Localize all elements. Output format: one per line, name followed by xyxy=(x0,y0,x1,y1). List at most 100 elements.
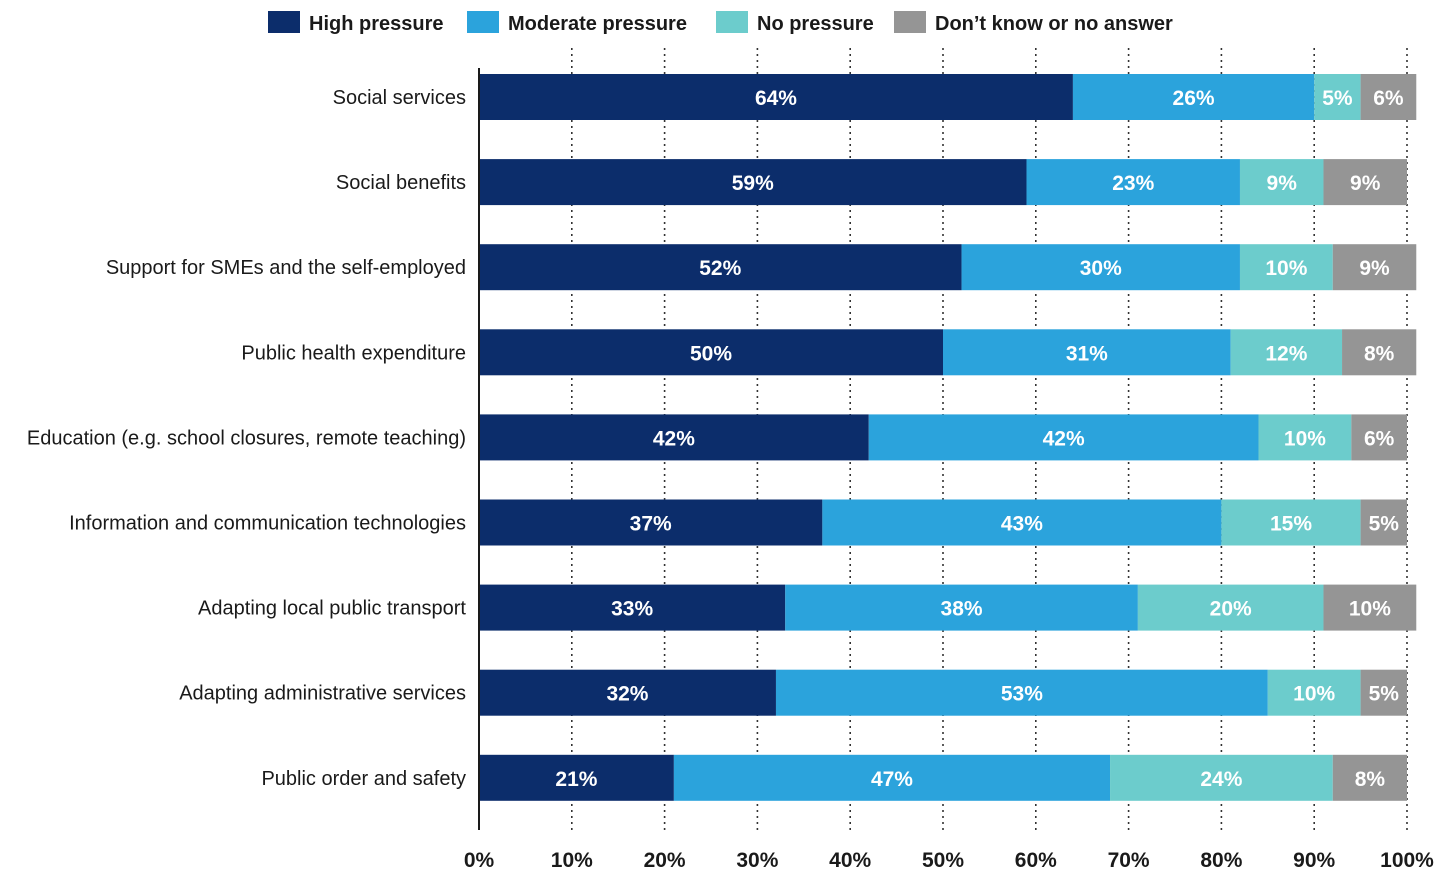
category-label-8: Adapting administrative services xyxy=(179,683,466,705)
category-label-1: Social services xyxy=(333,87,466,109)
data-label-moderate-pressure-6: 43% xyxy=(1001,513,1043,536)
category-label-9: Public order and safety xyxy=(261,768,466,790)
x-tick-90: 90% xyxy=(1293,849,1335,870)
data-label-moderate-pressure-5: 42% xyxy=(1043,427,1085,450)
bar-moderate-pressure-6 xyxy=(822,499,1222,546)
x-tick-40: 40% xyxy=(829,849,871,870)
data-label-moderate-pressure-8: 53% xyxy=(1001,683,1043,706)
x-tick-30: 30% xyxy=(736,849,778,870)
bar-high-pressure-2 xyxy=(479,159,1027,206)
data-label-moderate-pressure-2: 23% xyxy=(1112,172,1154,195)
category-label-6: Information and communication technologi… xyxy=(69,513,466,535)
bar-don-t-know-or-no-answer-8 xyxy=(1360,669,1407,716)
bar-no-pressure-2 xyxy=(1239,159,1324,206)
data-label-high-pressure-1: 64% xyxy=(755,87,797,110)
bar-don-t-know-or-no-answer-7 xyxy=(1323,584,1417,631)
category-label-5: Education (e.g. school closures, remote … xyxy=(27,427,466,449)
bar-don-t-know-or-no-answer-5 xyxy=(1351,414,1407,461)
data-label-don-t-know-or-no-answer-5: 6% xyxy=(1364,427,1395,450)
data-label-don-t-know-or-no-answer-1: 6% xyxy=(1373,87,1404,110)
category-label-7: Adapting local public transport xyxy=(198,598,466,620)
bar-no-pressure-7 xyxy=(1137,584,1324,631)
legend-swatch-high-pressure xyxy=(268,11,300,33)
data-label-don-t-know-or-no-answer-2: 9% xyxy=(1350,172,1381,195)
legend-swatch-moderate-pressure xyxy=(467,11,499,33)
data-label-don-t-know-or-no-answer-7: 10% xyxy=(1349,598,1391,621)
category-labels: Social services Social benefits Support fo… xyxy=(27,87,467,790)
legend-label-no-pressure: No pressure xyxy=(757,13,874,35)
x-tick-100: 100% xyxy=(1380,849,1434,870)
bar-high-pressure-6 xyxy=(479,499,823,546)
bar-moderate-pressure-5 xyxy=(868,414,1259,461)
legend-label-don-t-know-or-no-answer: Don’t know or no answer xyxy=(935,13,1173,35)
data-label-moderate-pressure-1: 26% xyxy=(1173,87,1215,110)
x-axis-tick-labels: 0% 10% 20% 30% 40% 50% 60% 70% 80% 90% 100% xyxy=(464,849,1434,870)
x-tick-70: 70% xyxy=(1108,849,1150,870)
data-label-don-t-know-or-no-answer-8: 5% xyxy=(1369,683,1400,706)
data-label-high-pressure-2: 59% xyxy=(732,172,774,195)
x-tick-0: 0% xyxy=(464,849,495,870)
data-label-don-t-know-or-no-answer-9: 8% xyxy=(1355,768,1386,791)
data-label-high-pressure-9: 21% xyxy=(555,768,597,791)
data-label-no-pressure-3: 10% xyxy=(1265,257,1307,280)
bar-don-t-know-or-no-answer-6 xyxy=(1360,499,1407,546)
data-label-don-t-know-or-no-answer-3: 9% xyxy=(1359,257,1390,280)
bar-moderate-pressure-4 xyxy=(943,329,1231,376)
bar-high-pressure-8 xyxy=(479,669,776,716)
data-label-moderate-pressure-9: 47% xyxy=(871,768,913,791)
bar-no-pressure-5 xyxy=(1258,414,1352,461)
legend-label-moderate-pressure: Moderate pressure xyxy=(508,13,687,35)
legend: High pressure Moderate pressure No pressur… xyxy=(268,11,1173,35)
data-label-high-pressure-3: 52% xyxy=(699,257,741,280)
bar-high-pressure-4 xyxy=(479,329,943,376)
data-label-no-pressure-5: 10% xyxy=(1284,427,1326,450)
bar-don-t-know-or-no-answer-1 xyxy=(1360,74,1417,120)
data-label-no-pressure-1: 5% xyxy=(1322,87,1353,110)
bar-moderate-pressure-3 xyxy=(961,244,1240,291)
x-tick-50: 50% xyxy=(922,849,964,870)
x-tick-60: 60% xyxy=(1015,849,1057,870)
data-label-don-t-know-or-no-answer-4: 8% xyxy=(1364,342,1395,365)
legend-label-high-pressure: High pressure xyxy=(309,13,443,35)
bar-moderate-pressure-2 xyxy=(1026,159,1240,206)
bar-don-t-know-or-no-answer-3 xyxy=(1332,244,1417,291)
bar-no-pressure-3 xyxy=(1239,244,1333,291)
data-label-no-pressure-6: 15% xyxy=(1270,513,1312,536)
data-label-no-pressure-9: 24% xyxy=(1200,768,1242,791)
legend-swatch-no-pressure xyxy=(716,11,748,33)
bar-high-pressure-7 xyxy=(479,584,786,631)
data-label-no-pressure-8: 10% xyxy=(1293,683,1335,706)
data-label-moderate-pressure-3: 30% xyxy=(1080,257,1122,280)
data-label-don-t-know-or-no-answer-6: 5% xyxy=(1369,513,1400,536)
x-tick-80: 80% xyxy=(1200,849,1242,870)
bar-high-pressure-3 xyxy=(479,244,962,291)
bar-moderate-pressure-1 xyxy=(1072,74,1315,120)
bar-no-pressure-4 xyxy=(1230,329,1343,376)
data-label-high-pressure-5: 42% xyxy=(653,427,695,450)
category-label-2: Social benefits xyxy=(336,172,466,194)
bar-moderate-pressure-7 xyxy=(785,584,1138,631)
bar-don-t-know-or-no-answer-2 xyxy=(1323,159,1407,206)
bar-don-t-know-or-no-answer-9 xyxy=(1332,754,1407,801)
legend-swatch-don-t-know-or-no-answer xyxy=(894,11,926,33)
bar-high-pressure-9 xyxy=(479,754,674,801)
data-label-high-pressure-8: 32% xyxy=(606,683,648,706)
x-tick-10: 10% xyxy=(551,849,593,870)
data-label-no-pressure-7: 20% xyxy=(1210,598,1252,621)
data-label-high-pressure-6: 37% xyxy=(630,513,672,536)
bar-moderate-pressure-9 xyxy=(673,754,1111,801)
data-label-no-pressure-2: 9% xyxy=(1267,172,1298,195)
bar-no-pressure-6 xyxy=(1221,499,1361,546)
data-label-high-pressure-7: 33% xyxy=(611,598,653,621)
bar-no-pressure-8 xyxy=(1267,669,1361,716)
bar-moderate-pressure-8 xyxy=(775,669,1268,716)
data-label-no-pressure-4: 12% xyxy=(1265,342,1307,365)
bar-no-pressure-1 xyxy=(1314,74,1361,120)
bar-don-t-know-or-no-answer-4 xyxy=(1342,329,1417,376)
data-label-moderate-pressure-4: 31% xyxy=(1066,342,1108,365)
category-label-4: Public health expenditure xyxy=(241,342,466,364)
x-tick-20: 20% xyxy=(644,849,686,870)
data-label-moderate-pressure-7: 38% xyxy=(941,598,983,621)
